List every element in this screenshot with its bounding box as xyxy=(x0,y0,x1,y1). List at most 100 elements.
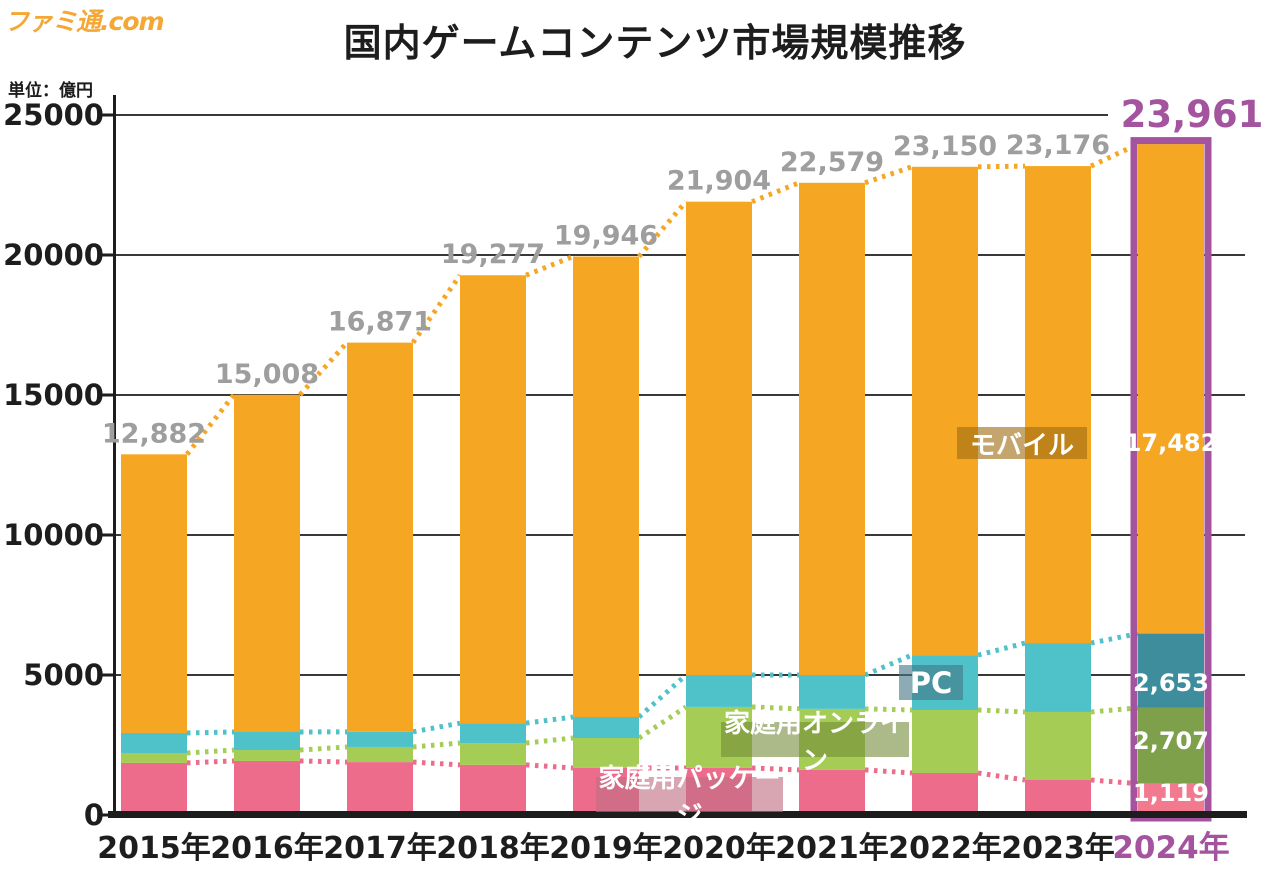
bar-segment xyxy=(573,256,639,717)
total-label: 12,882 xyxy=(102,418,206,449)
bar-segment xyxy=(799,675,865,709)
x-axis-label: 2018年 xyxy=(436,831,550,866)
connector-4 xyxy=(298,340,349,397)
segment-value-2024: 2,707 xyxy=(1133,727,1209,755)
bar-segment xyxy=(573,738,639,768)
bar-segment xyxy=(347,762,413,812)
total-label: 22,579 xyxy=(780,147,884,178)
connector-1 xyxy=(751,765,800,773)
total-label: 19,946 xyxy=(554,221,658,252)
y-tick-label: 20000 xyxy=(3,238,104,272)
total-label: 23,176 xyxy=(1006,130,1110,161)
connector-2 xyxy=(1090,705,1139,715)
total-label: 15,008 xyxy=(215,359,319,390)
bar-segment xyxy=(799,182,865,675)
total-label: 21,904 xyxy=(667,166,771,197)
bar-segment xyxy=(234,394,300,732)
connector-1 xyxy=(299,758,348,765)
series-label-console-online: 家庭用オンライン xyxy=(721,709,909,776)
segment-value-2024: 17,482 xyxy=(1125,429,1218,457)
x-axis-line xyxy=(108,811,1247,818)
x-axis-label: 2015年 xyxy=(97,831,211,866)
bar-segment xyxy=(460,743,526,765)
bar-segment xyxy=(912,166,978,656)
bar-segment xyxy=(912,710,978,773)
series-label-pc: PC xyxy=(899,665,963,700)
bar-segment xyxy=(347,731,413,747)
x-axis-label: 2024年 xyxy=(1112,830,1229,866)
connector-2 xyxy=(977,707,1026,715)
connector-1 xyxy=(1090,777,1139,787)
bar-segment xyxy=(573,717,639,738)
bar-segment xyxy=(1025,711,1091,780)
bar-segment xyxy=(686,201,752,676)
bar-segment xyxy=(121,752,187,763)
x-axis-label: 2016年 xyxy=(210,831,324,866)
connector-2 xyxy=(637,704,688,741)
total-label: 23,150 xyxy=(893,131,997,162)
total-label-highlight: 23,961 xyxy=(1121,93,1264,136)
x-axis-label: 2023年 xyxy=(1001,831,1115,866)
bar-segment xyxy=(912,773,978,812)
bar-segment xyxy=(1025,643,1091,712)
connector-4 xyxy=(637,200,688,259)
segment-value-2024: 1,119 xyxy=(1133,779,1209,807)
bar-segment xyxy=(1025,780,1091,812)
bar-segment xyxy=(121,762,187,812)
connector-3 xyxy=(525,714,574,726)
total-label: 16,871 xyxy=(328,307,432,338)
connector-2 xyxy=(186,747,235,756)
y-tick-label: 5000 xyxy=(23,658,104,692)
bar-segment xyxy=(1138,144,1204,634)
connector-2 xyxy=(525,735,574,746)
bar-segment xyxy=(121,454,187,733)
bar-segment xyxy=(234,760,300,812)
series-label-mobile: モバイル xyxy=(957,427,1087,461)
y-tick-label: 15000 xyxy=(3,378,104,412)
chart-title: 国内ゲームコンテンツ市場規模推移 xyxy=(343,21,967,65)
connector-1 xyxy=(977,770,1026,783)
bar-segment xyxy=(1138,633,1204,708)
bar-segment xyxy=(1138,783,1204,812)
bar-segment xyxy=(460,764,526,812)
bar-segment xyxy=(799,769,865,812)
connector-4 xyxy=(185,393,236,456)
connector-1 xyxy=(525,762,574,771)
bar-segment xyxy=(121,732,187,753)
bar-segment xyxy=(1025,166,1091,644)
x-axis-label: 2021年 xyxy=(775,831,889,866)
unit-label: 単位：億円 xyxy=(8,81,93,101)
bar-segment xyxy=(347,746,413,763)
connector-4 xyxy=(977,163,1026,170)
bar-segment xyxy=(234,750,300,761)
x-axis-label: 2019年 xyxy=(549,831,663,866)
famitsu-logo: ファミ通.com xyxy=(4,7,165,36)
connector-2 xyxy=(864,706,913,713)
x-axis-label: 2022年 xyxy=(888,831,1002,866)
bar-segment xyxy=(347,342,413,732)
bar-segment xyxy=(234,731,300,751)
y-tick-label: 25000 xyxy=(3,98,104,132)
connector-2 xyxy=(412,740,461,750)
series-label-console-package: 家庭用パッケージ xyxy=(596,764,783,831)
bar-segment xyxy=(1138,707,1204,784)
connector-2 xyxy=(299,744,348,753)
connector-3 xyxy=(412,720,461,735)
total-label: 19,277 xyxy=(441,239,545,270)
x-axis-label: 2017年 xyxy=(323,831,437,866)
connector-2 xyxy=(751,704,800,712)
connector-1 xyxy=(412,759,461,768)
bar-segment xyxy=(460,275,526,724)
bar-segment xyxy=(686,675,752,707)
segment-value-2024: 2,653 xyxy=(1133,669,1209,697)
connector-3 xyxy=(186,729,235,736)
connector-1 xyxy=(864,767,913,776)
y-tick-label: 0 xyxy=(84,798,104,832)
y-tick-label: 10000 xyxy=(3,518,104,552)
connector-3 xyxy=(977,640,1026,658)
x-axis-label: 2020年 xyxy=(662,831,776,866)
bar-segment xyxy=(460,723,526,744)
connector-3 xyxy=(637,673,688,719)
